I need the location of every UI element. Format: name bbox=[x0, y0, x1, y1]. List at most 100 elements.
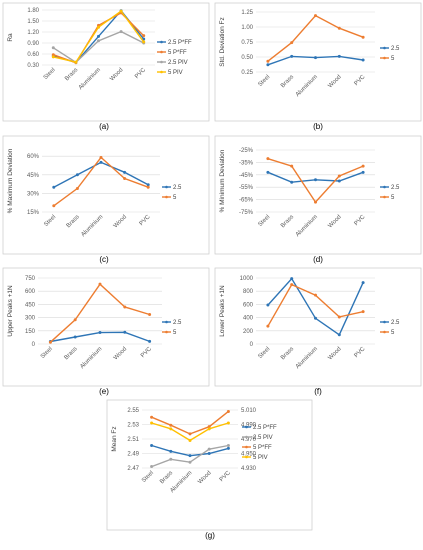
legend-label: 2.5 PIV bbox=[168, 60, 188, 66]
data-point bbox=[266, 63, 270, 67]
data-point bbox=[290, 54, 294, 58]
data-point bbox=[52, 185, 56, 189]
data-point bbox=[169, 427, 173, 431]
data-point bbox=[266, 170, 270, 174]
y2-tick-label: 5.010 bbox=[241, 408, 257, 414]
legend-marker bbox=[160, 60, 163, 64]
data-point bbox=[207, 447, 211, 451]
y-tick-label: 15% bbox=[27, 210, 40, 216]
data-point bbox=[266, 157, 270, 161]
data-point bbox=[142, 34, 146, 38]
data-point bbox=[290, 41, 294, 45]
y-tick-label: 60% bbox=[27, 154, 40, 160]
data-point bbox=[337, 174, 341, 178]
legend-label: 2.5 PIV bbox=[253, 435, 273, 441]
data-point bbox=[314, 200, 317, 204]
panel-caption: (e) bbox=[99, 387, 109, 396]
legend-label: 5 PIV bbox=[253, 455, 268, 461]
data-point bbox=[99, 155, 103, 159]
y-tick-label: 600 bbox=[25, 289, 36, 295]
y-tick-label: 1.25 bbox=[241, 10, 253, 16]
legend-label: 5 P*FF bbox=[168, 50, 187, 56]
data-point bbox=[74, 60, 78, 64]
y-tick-label: 0 bbox=[32, 342, 36, 348]
panel-caption: (f) bbox=[314, 387, 322, 396]
y-axis-label: Upper Peaks +1N bbox=[7, 285, 14, 337]
y-tick-label: 2.47 bbox=[127, 466, 139, 472]
data-point bbox=[226, 409, 230, 413]
data-point bbox=[146, 185, 150, 189]
panel-frame bbox=[2, 135, 210, 255]
data-point bbox=[48, 340, 52, 344]
panel-frame bbox=[214, 2, 422, 122]
panel-caption: (g) bbox=[205, 531, 215, 540]
data-point bbox=[361, 35, 365, 39]
data-point bbox=[148, 313, 152, 317]
y-tick-label: 0 bbox=[250, 342, 254, 348]
data-point bbox=[150, 444, 154, 448]
legend-label: 5 P*FF bbox=[253, 445, 272, 451]
y-tick-label: 0.60 bbox=[27, 52, 39, 58]
legend-label: 5 PIV bbox=[168, 70, 183, 76]
data-point bbox=[361, 281, 365, 285]
data-point bbox=[188, 454, 192, 458]
y-axis-label: % Minimum Deviation bbox=[219, 149, 226, 212]
data-point bbox=[123, 305, 127, 309]
data-point bbox=[290, 164, 294, 168]
y-tick-label: -35% bbox=[239, 160, 254, 166]
data-point bbox=[123, 177, 127, 181]
legend-marker bbox=[245, 425, 248, 429]
y-tick-label: -55% bbox=[239, 185, 254, 191]
data-point bbox=[150, 465, 154, 469]
legend-marker bbox=[165, 185, 168, 189]
legend-label: 5 bbox=[173, 195, 177, 201]
y-tick-label: 150 bbox=[25, 329, 36, 335]
y-tick-label: 200 bbox=[243, 329, 254, 335]
panel-frame bbox=[214, 135, 422, 255]
panel-frame bbox=[106, 399, 313, 531]
y-axis-label: Ra bbox=[7, 33, 14, 42]
legend-marker bbox=[383, 185, 386, 189]
legend-marker bbox=[245, 435, 248, 439]
y-tick-label: -65% bbox=[239, 198, 254, 204]
data-point bbox=[51, 46, 55, 50]
data-point bbox=[75, 186, 79, 190]
data-point bbox=[98, 282, 102, 286]
data-point bbox=[188, 438, 192, 442]
y-tick-label: 0.75 bbox=[241, 40, 253, 46]
legend-label: 2.5 bbox=[391, 320, 400, 326]
data-point bbox=[169, 423, 173, 427]
data-point bbox=[51, 53, 55, 57]
data-point bbox=[266, 324, 270, 328]
legend-label: 2.5 bbox=[391, 46, 400, 52]
data-point bbox=[97, 34, 100, 38]
data-point bbox=[98, 331, 102, 335]
data-point bbox=[73, 335, 77, 339]
panel-frame bbox=[214, 267, 422, 387]
data-point bbox=[51, 55, 55, 59]
data-point bbox=[52, 204, 56, 208]
y-axis-label: Lower Peaks +1N bbox=[219, 285, 226, 337]
data-point bbox=[150, 421, 154, 425]
legend-marker bbox=[165, 330, 168, 334]
panel-caption: (a) bbox=[99, 122, 109, 131]
y-tick-label: 2.51 bbox=[127, 437, 139, 443]
legend-label: 2.5 P*FF bbox=[168, 40, 192, 46]
y2-tick-label: 4.930 bbox=[241, 466, 257, 472]
legend-marker bbox=[383, 320, 386, 324]
data-point bbox=[314, 56, 317, 60]
legend-marker bbox=[160, 50, 163, 54]
data-point bbox=[75, 173, 79, 177]
data-point bbox=[337, 54, 341, 58]
data-point bbox=[123, 170, 127, 174]
legend-label: 2.5 bbox=[391, 185, 400, 191]
data-point bbox=[290, 180, 294, 184]
data-point bbox=[290, 283, 294, 287]
data-point bbox=[337, 333, 341, 337]
legend-marker bbox=[165, 320, 168, 324]
